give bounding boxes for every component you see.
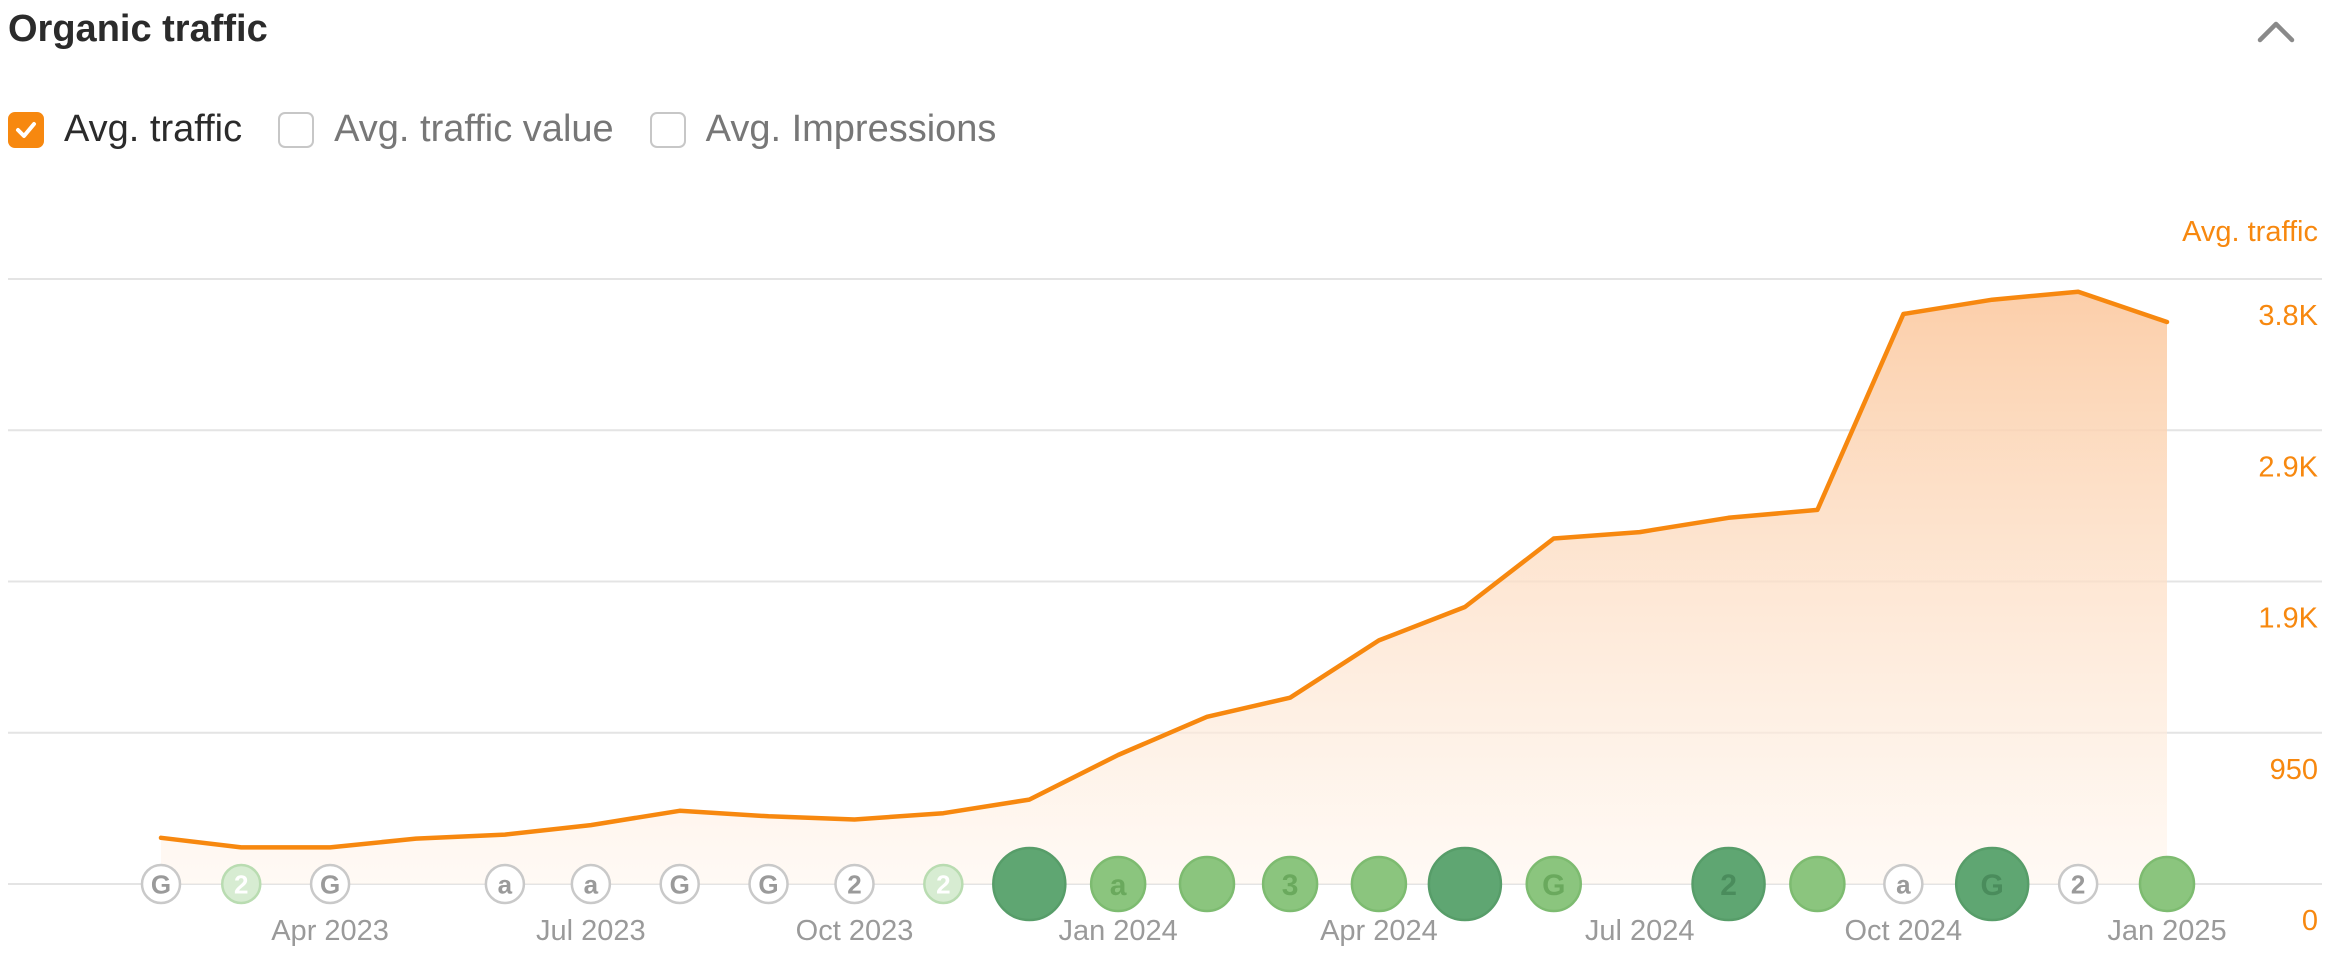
annotation-circle <box>484 863 526 905</box>
annotation-marker[interactable]: G <box>748 863 789 905</box>
annotation-label: 2 <box>2071 869 2085 899</box>
y-tick-labels: 0 950 1.9K 2.9K 3.8K <box>2258 300 2318 937</box>
checkmark-icon <box>16 121 36 138</box>
annotation-circle <box>1525 855 1582 913</box>
annotation-marker[interactable]: 2 <box>1691 846 1766 922</box>
annotation-label: 2 <box>847 869 861 899</box>
toggle-avg-traffic-value[interactable]: Avg. traffic value <box>278 108 614 151</box>
x-tick-label: Apr 2024 <box>1320 915 1438 947</box>
annotation-circle <box>2057 863 2099 905</box>
annotation-marker[interactable] <box>1427 846 1503 922</box>
annotation-circle <box>1089 855 1147 913</box>
chevron-up-icon[interactable] <box>2254 10 2298 54</box>
annotation-marker[interactable]: a <box>1883 863 1924 905</box>
annotation-circle <box>923 863 964 905</box>
x-tick-label: Oct 2024 <box>1845 915 1963 947</box>
section-title: Organic traffic <box>8 8 268 50</box>
toggle-avg-traffic-value-label: Avg. traffic value <box>334 108 614 150</box>
annotation-marker[interactable]: 3 <box>1261 855 1319 913</box>
annotation-marker[interactable]: G <box>1525 855 1582 913</box>
annotation-label: 3 <box>1282 869 1299 902</box>
traffic-points <box>160 291 2168 848</box>
annotation-label: 2 <box>234 869 248 899</box>
y-tick-label: 3.8K <box>2258 300 2318 332</box>
annotation-circle <box>1350 855 1408 913</box>
x-tick-label: Jul 2023 <box>536 915 646 947</box>
annotation-circle <box>220 863 262 905</box>
annotation-marker[interactable]: G <box>309 863 351 905</box>
annotation-circle <box>748 863 789 905</box>
metric-toggles: Avg. traffic Avg. traffic value Avg. Imp… <box>8 108 1032 151</box>
annotation-circle <box>834 863 875 905</box>
annotation-marker[interactable]: a <box>1089 855 1147 913</box>
annotation-marker[interactable] <box>1178 855 1236 913</box>
annotation-marker[interactable] <box>1789 855 1846 913</box>
annotation-marker[interactable]: G <box>659 863 700 905</box>
annotation-circle <box>1178 855 1236 913</box>
annotation-marker[interactable]: 2 <box>220 863 262 905</box>
annotation-circle <box>1261 855 1319 913</box>
annotation-label: 2 <box>936 869 950 899</box>
annotation-label: G <box>151 869 171 899</box>
annotation-circle <box>1789 855 1846 913</box>
x-tick-label: Jan 2025 <box>2107 915 2226 947</box>
y-tick-label: 2.9K <box>2258 451 2318 483</box>
traffic-line <box>158 289 2170 850</box>
annotation-label: a <box>584 869 599 899</box>
annotation-marker[interactable]: G <box>140 863 182 905</box>
annotation-label: G <box>1981 869 2004 902</box>
traffic-area <box>161 291 2167 884</box>
annotation-circle <box>1691 846 1766 922</box>
annotation-label: a <box>1110 869 1127 902</box>
y-axis-label: Avg. traffic <box>2182 216 2318 248</box>
annotation-label: G <box>1542 869 1565 902</box>
annotation-marker[interactable] <box>2138 855 2196 913</box>
annotation-label: a <box>498 869 513 899</box>
annotation-circle <box>992 846 1067 922</box>
annotation-circle <box>659 863 700 905</box>
annotation-marker[interactable]: 2 <box>834 863 875 905</box>
annotation-label: G <box>758 869 778 899</box>
toggle-avg-impressions[interactable]: Avg. Impressions <box>649 108 997 151</box>
annotation-circle <box>1883 863 1924 905</box>
annotation-circle <box>570 863 612 905</box>
x-tick-labels: Apr 2023 Jul 2023 Oct 2023 Jan 2024 Apr 2024… <box>271 915 2226 947</box>
annotation-label: G <box>320 869 340 899</box>
annotation-marker[interactable]: a <box>570 863 612 905</box>
y-tick-label: 950 <box>2270 754 2318 786</box>
annotation-circle <box>140 863 182 905</box>
toggle-avg-traffic[interactable]: Avg. traffic <box>8 108 242 151</box>
annotation-marker[interactable]: G <box>1954 846 2030 922</box>
annotation-marker[interactable] <box>1350 855 1408 913</box>
checkbox-avg-traffic-value[interactable] <box>278 111 315 148</box>
annotation-circle <box>2138 855 2196 913</box>
annotation-label: 2 <box>1720 869 1737 902</box>
x-tick-label: Apr 2023 <box>271 915 389 947</box>
checkbox-avg-impressions[interactable] <box>649 111 686 148</box>
y-tick-label: 1.9K <box>2258 603 2318 635</box>
annotation-circle <box>1427 846 1503 922</box>
annotation-circle <box>1954 846 2030 922</box>
annotation-marker[interactable]: 2 <box>2057 863 2099 905</box>
annotation-circle <box>309 863 351 905</box>
toggle-avg-impressions-label: Avg. Impressions <box>705 108 997 150</box>
y-tick-label: 0 <box>2302 905 2318 937</box>
x-tick-label: Jul 2024 <box>1585 915 1695 947</box>
x-tick-label: Oct 2023 <box>796 915 914 947</box>
x-tick-label: Jan 2024 <box>1058 915 1177 947</box>
annotation-marker[interactable] <box>992 846 1067 922</box>
annotation-label: a <box>1896 869 1911 899</box>
annotation-marker[interactable]: 2 <box>923 863 964 905</box>
checkbox-avg-traffic[interactable] <box>8 111 44 148</box>
annotation-label: G <box>670 869 690 899</box>
annotation-marker[interactable]: a <box>484 863 526 905</box>
toggle-avg-traffic-label: Avg. traffic <box>64 108 243 150</box>
